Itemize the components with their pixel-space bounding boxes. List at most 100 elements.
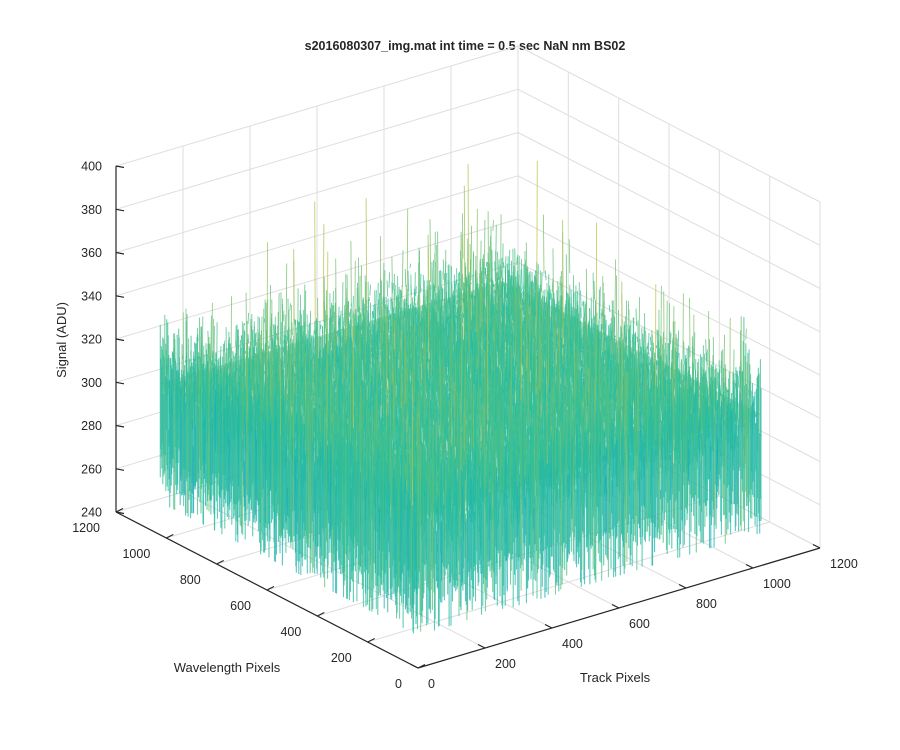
surface-spike (429, 423, 432, 426)
surface-spike (276, 352, 278, 358)
surface-spike (474, 338, 476, 370)
surface-spike (409, 263, 412, 268)
surface-spike (429, 343, 432, 379)
surface-spike (378, 371, 380, 379)
surface-spike (493, 289, 495, 294)
surface-spike (447, 360, 450, 372)
surface-spike (370, 381, 373, 409)
surface-spike (579, 330, 581, 353)
surface-spike (402, 359, 405, 362)
surface-spike (415, 303, 417, 315)
surface-spike (285, 263, 288, 343)
surface-spike (291, 322, 293, 336)
surface-spike (478, 314, 480, 364)
surface-spike (556, 325, 558, 328)
surface-spike (446, 374, 449, 382)
surface-spike (330, 315, 332, 349)
surface-spike (469, 346, 472, 357)
surface-spike (317, 394, 319, 417)
surface-spike (624, 346, 626, 360)
surface-spike (601, 308, 603, 317)
surface-spike (345, 288, 348, 343)
surface-spike (475, 337, 477, 373)
surface-spike (485, 326, 488, 337)
surface-spike (355, 331, 357, 349)
surface-spike (603, 292, 605, 352)
surface-spike (455, 315, 457, 319)
surface-spike (263, 318, 266, 323)
surface-spike (378, 411, 380, 425)
surface-spike (608, 364, 611, 381)
surface-spike (469, 244, 472, 331)
surface-spike (430, 318, 433, 382)
surface-spike (551, 281, 554, 293)
surface-spike (367, 365, 370, 372)
surface-spike (480, 273, 482, 329)
surface-spike (445, 291, 448, 308)
surface-spike (211, 302, 213, 358)
surface-spike (600, 333, 602, 354)
surface-spike (409, 357, 412, 370)
surface-spike (400, 325, 402, 329)
surface-spike (535, 347, 538, 359)
surface-spike (448, 296, 451, 306)
surface-spike (581, 368, 583, 373)
surface-spike (272, 364, 274, 371)
surface-spike (486, 261, 489, 287)
surface-spike (476, 285, 478, 298)
surface-spike (379, 381, 381, 400)
surface-spike (332, 352, 334, 380)
surface-spike (421, 321, 423, 326)
surface-spike (355, 394, 357, 458)
surface-spike (289, 303, 291, 311)
surface-spike (505, 306, 508, 363)
surface-spike (254, 353, 256, 371)
surface-spike (604, 350, 606, 360)
surface-spike (462, 313, 465, 319)
surface-spike (334, 419, 336, 432)
surface-spike (414, 393, 416, 411)
surface-spike (289, 338, 291, 358)
surface-spike (260, 316, 263, 371)
surface-spike (370, 346, 372, 353)
surface-spike (498, 259, 500, 281)
surface-spike (268, 351, 271, 384)
surface-spike (510, 285, 513, 316)
surface-spike (583, 360, 585, 377)
surface-spike (507, 270, 510, 324)
surface-spike (551, 356, 554, 364)
surface-spike (507, 348, 510, 374)
surface-spike (426, 297, 429, 363)
surface-spike (544, 270, 547, 281)
surface-spike (582, 364, 584, 368)
surface-spike (454, 322, 456, 327)
surface-spike (635, 308, 638, 327)
surface-spike (322, 400, 325, 433)
surface-spike (593, 280, 596, 300)
surface-spike (386, 280, 389, 297)
surface-spike (523, 299, 526, 315)
surface-spike (515, 351, 517, 360)
surface-spike (466, 238, 469, 318)
surface-spike (410, 338, 413, 343)
surface-spike (438, 379, 440, 398)
surface-spike (333, 305, 335, 365)
surface-spike (370, 361, 372, 364)
surface-spike (470, 282, 472, 285)
surface-spike (502, 282, 505, 287)
surface-spike (380, 278, 382, 386)
surface-spike (341, 328, 343, 331)
surface-spike (282, 346, 285, 353)
surface-spike (210, 315, 212, 361)
surface-spike (413, 322, 416, 403)
surface-spike (294, 378, 296, 419)
surface-spike (541, 335, 543, 342)
surface-spike (368, 297, 371, 302)
surface-spike (313, 407, 315, 409)
surface-spike (431, 305, 434, 366)
surface-spike (313, 393, 315, 397)
surface-spike (496, 272, 498, 288)
surface-spike (448, 375, 451, 391)
surface-spike (445, 305, 448, 333)
surface-spike (381, 365, 383, 374)
